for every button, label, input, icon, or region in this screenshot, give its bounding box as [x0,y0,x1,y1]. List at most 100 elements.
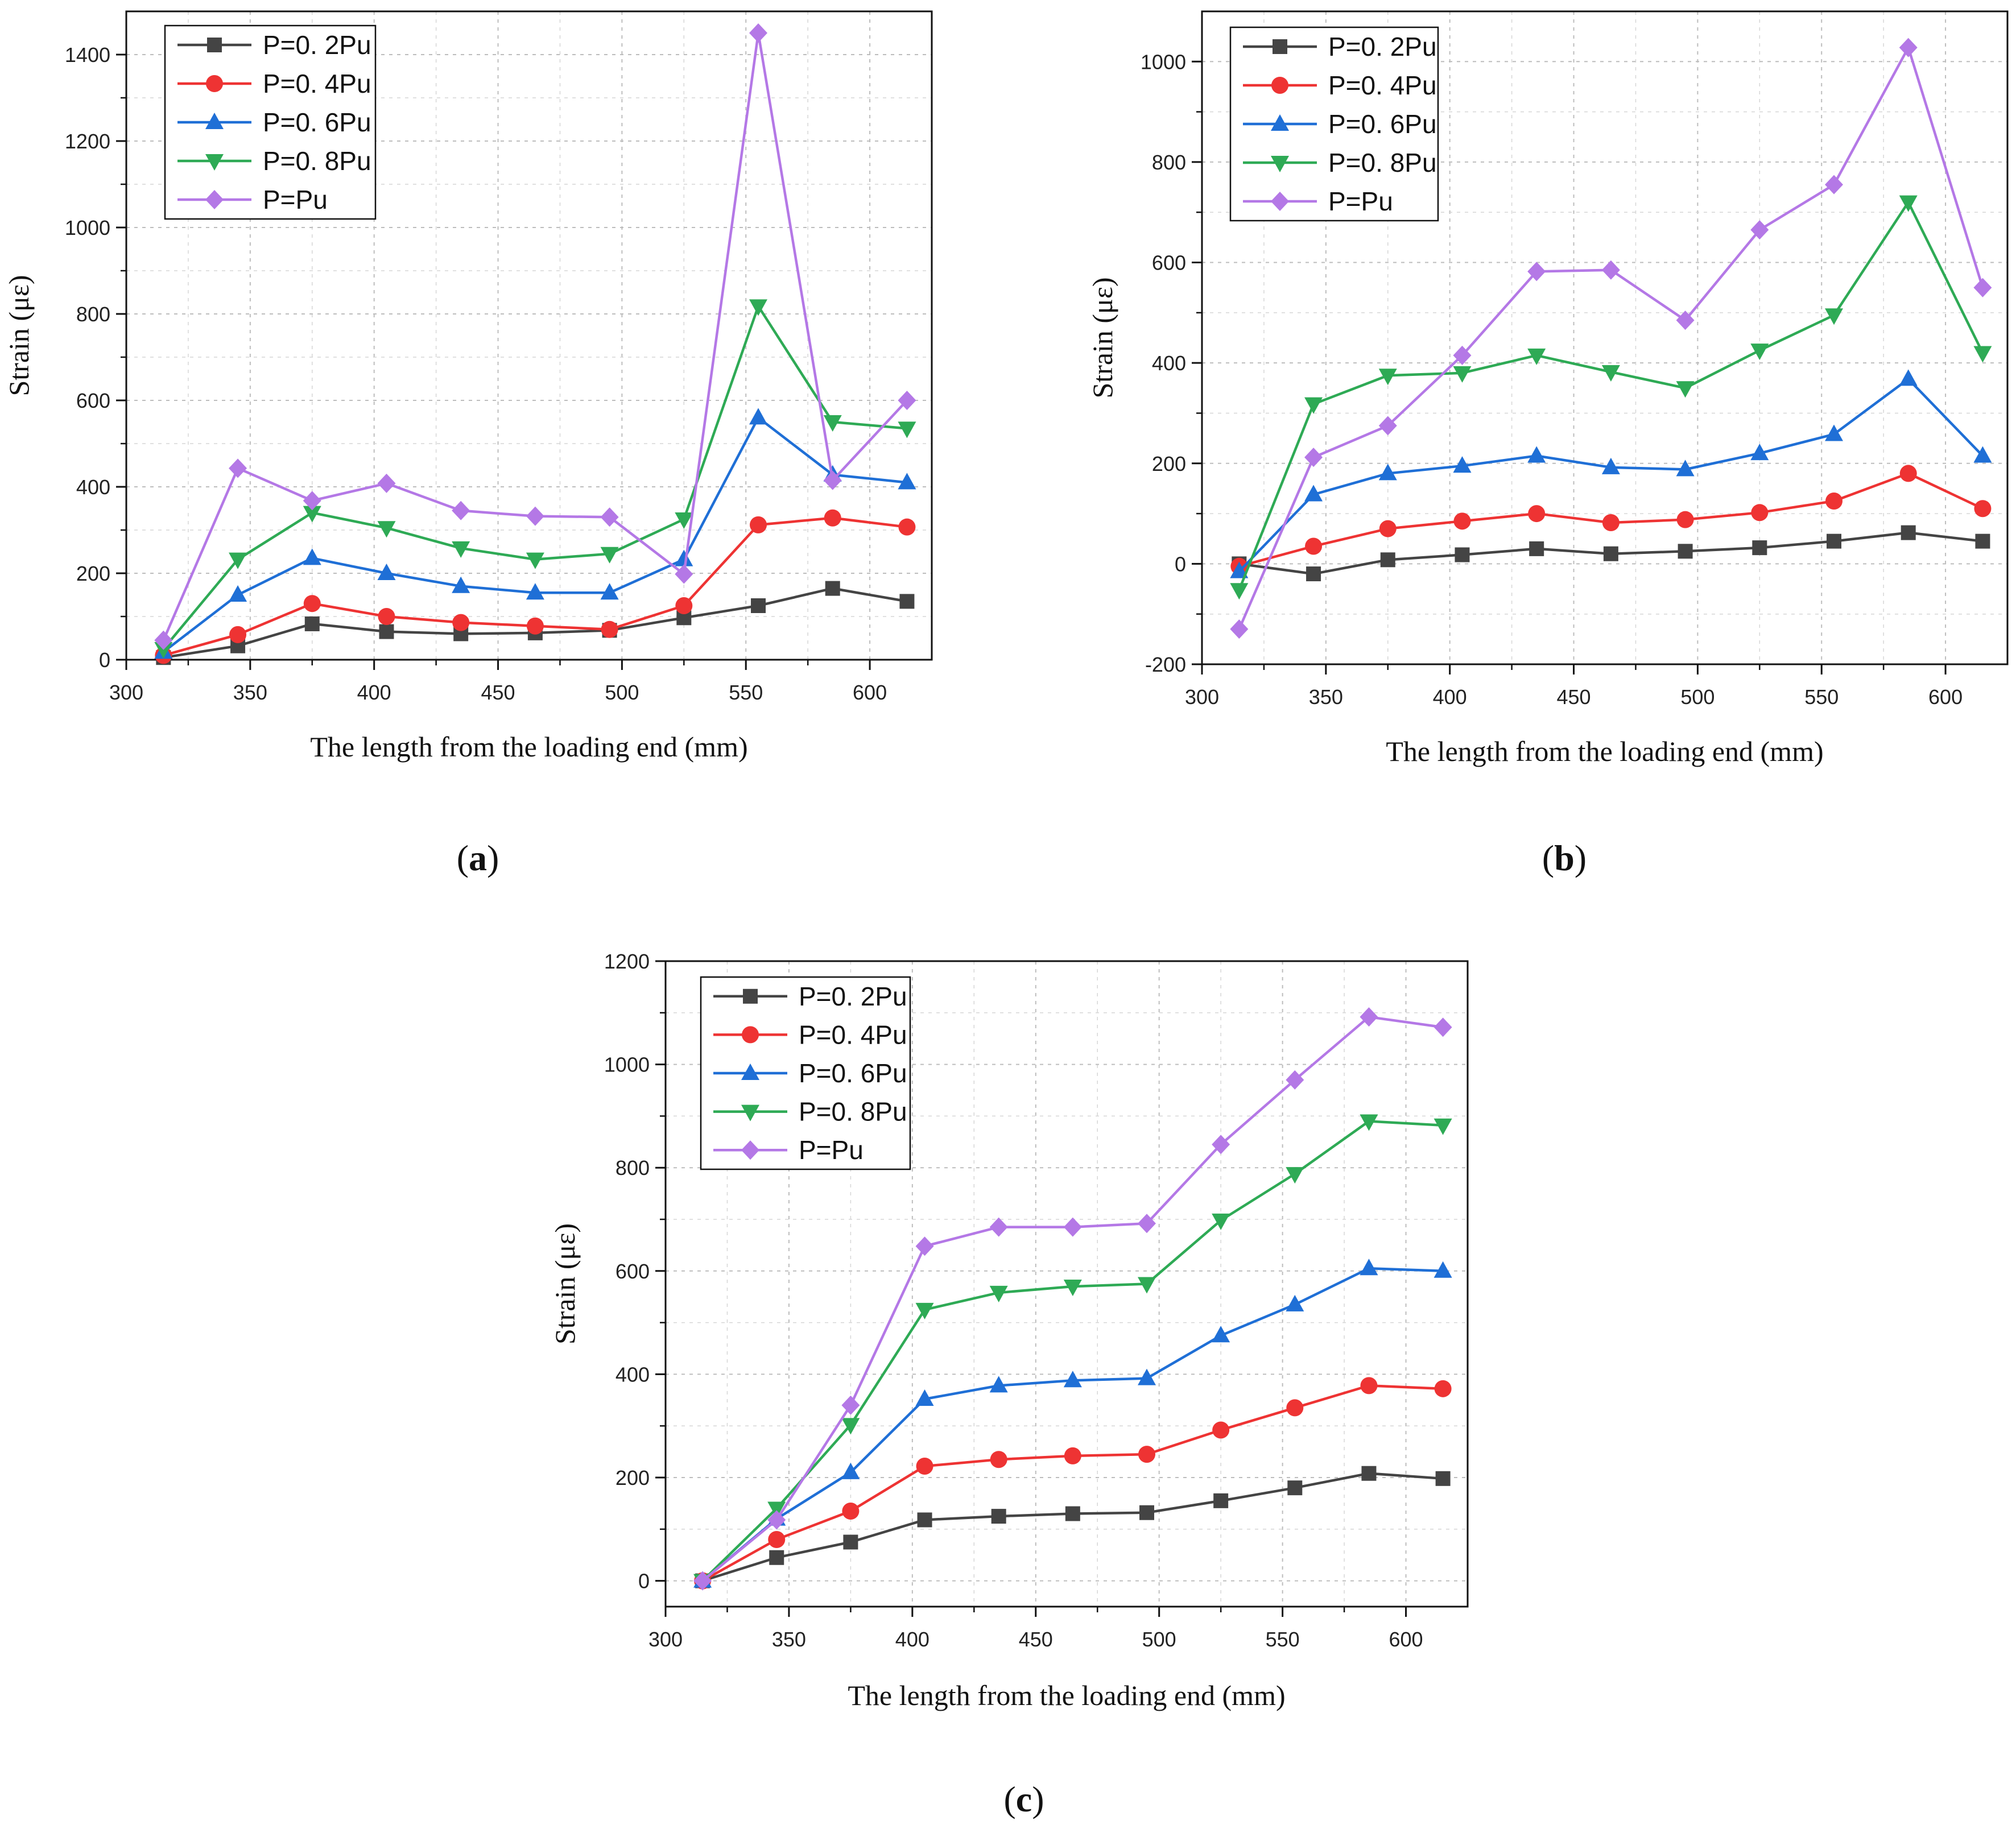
legend-marker [743,988,758,1004]
legend: P=0. 2Pu P=0. 4Pu P=0. 6Pu P=0. 8Pu P=Pu [1229,26,1439,222]
data-point [1138,1368,1156,1385]
legend: P=0. 2Pu P=0. 4Pu P=0. 6Pu P=0. 8Pu P=Pu [700,976,911,1170]
data-point [1360,1114,1378,1131]
data-point [1453,366,1472,383]
x-tick-label: 600 [853,681,887,704]
x-tick-label: 400 [357,681,391,704]
plot-frame [1201,10,2009,665]
grid-lines [666,961,1468,1607]
x-tick-label: 550 [729,681,763,704]
data-point [1380,552,1395,568]
legend-entry: P=0. 4Pu [1328,71,1437,100]
data-point [1063,1371,1082,1388]
legend-entry: P=0. 8Pu [799,1097,907,1127]
data-point [1064,1447,1081,1464]
legend: P=0. 2Pu P=0. 4Pu P=0. 6Pu P=0. 8Pu P=Pu [164,24,377,220]
data-point [989,1285,1008,1302]
legend-entry: P=0. 8Pu [1328,148,1437,177]
data-point [1433,1017,1452,1037]
data-point [526,617,544,635]
data-point [1378,416,1397,436]
data-point [377,473,396,493]
data-point [1230,583,1249,600]
data-point [1750,344,1769,361]
data-point [989,1376,1008,1393]
data-point [1527,348,1546,365]
y-tick-label: 200 [76,562,110,585]
data-point [1360,1377,1378,1394]
y-tick-label: 0 [99,648,110,672]
legend-entry: P=0. 6Pu [799,1058,907,1088]
data-point [825,581,840,596]
data-point [1304,397,1323,414]
data-point [1527,446,1546,463]
data-point [1975,533,1990,549]
data-point [1065,1506,1080,1521]
y-tick-label: 1000 [65,216,110,239]
data-point [675,512,693,529]
data-point [1825,175,1844,195]
data-point [452,500,470,520]
y-tick-label: 1400 [65,43,110,67]
data-point [1751,504,1769,522]
data-point [843,1534,858,1550]
y-tick-label: 200 [615,1466,650,1489]
data-point [1360,1007,1378,1027]
x-tick-label: 350 [772,1628,806,1651]
data-point [1455,547,1470,562]
x-tick-label: 550 [1804,685,1839,709]
legend-marker [741,1104,759,1122]
data-point [824,509,841,527]
data-point [1378,464,1397,481]
plot-frame [125,10,933,661]
data-point [526,506,544,526]
panel-label: (b) [1542,838,1587,878]
data-point [823,470,842,490]
data-point [1528,505,1546,523]
data-point [1304,485,1323,502]
data-point [1974,500,1992,518]
y-tick-label: 600 [1152,251,1186,275]
data-point [1063,1217,1082,1237]
data-point [991,1509,1006,1524]
legend-entry: P=Pu [263,185,328,214]
series-0 [695,1466,1451,1588]
data-point [1287,1480,1303,1496]
data-point [1230,619,1249,639]
data-point [1601,457,1620,474]
chart-panel-b: 300 350 400 450 500 550 600 -200 0 200 400 600 800 10… [1087,10,2009,878]
y-tick-label: 400 [76,475,110,499]
legend-marker [206,75,223,92]
data-point [749,408,768,425]
data-point [1306,566,1321,582]
data-point [1529,541,1544,556]
x-tick-label: 450 [1019,1628,1053,1651]
data-point [303,506,321,523]
data-point [749,23,768,43]
y-tick-label: 600 [615,1260,650,1283]
data-point [154,642,173,659]
data-point [767,1501,786,1518]
legend-marker [742,1026,759,1044]
data-point [303,491,321,511]
grid-lines [1202,11,2007,664]
legend-marker [741,1064,759,1080]
panel-label: (a) [457,838,499,878]
data-point [1138,1214,1156,1234]
data-point [154,630,173,650]
data-point [1750,220,1769,240]
series-1 [155,509,916,664]
legend-entry: P=Pu [799,1135,864,1165]
legend-marker [1271,114,1289,131]
data-point [1601,365,1620,382]
chart-panel-c: 300 350 400 450 500 550 600 0 200 400 600 800 1000 12… [549,950,1469,1819]
x-axis-title: The length from the loading end (mm) [310,731,747,763]
grid-lines [126,11,932,660]
y-axis-title: Strain (με) [3,275,35,396]
data-point [1304,448,1323,467]
x-tick-label: 300 [109,681,143,704]
data-point [1286,1070,1304,1090]
plot-frame [664,960,1469,1608]
data-point [1750,444,1769,461]
y-tick-label: 800 [76,303,110,326]
